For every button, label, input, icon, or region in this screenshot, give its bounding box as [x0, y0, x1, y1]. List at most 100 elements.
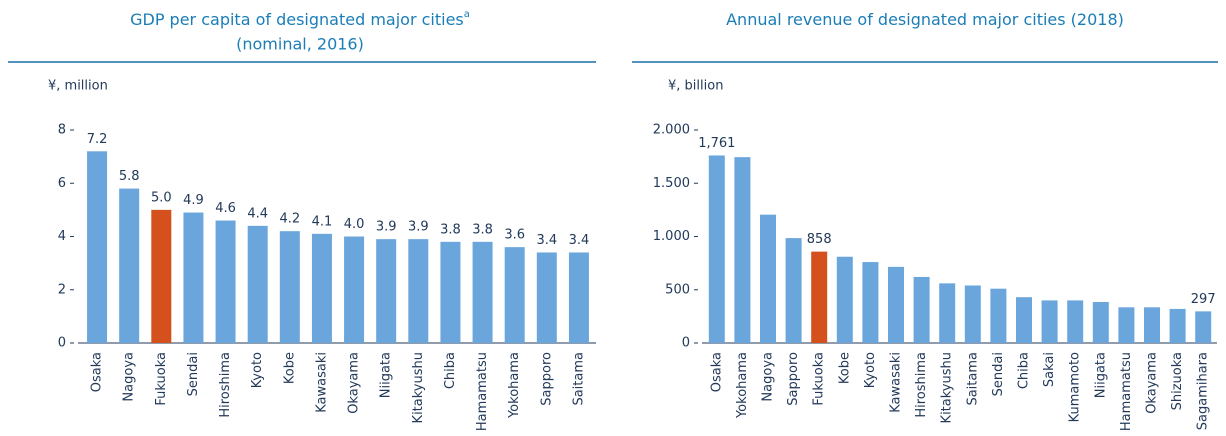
data-label: 3.9	[376, 220, 397, 235]
data-label: 3.4	[536, 233, 557, 248]
data-label: 4.0	[344, 217, 365, 232]
bar	[344, 236, 365, 343]
bar	[734, 157, 751, 343]
x-tick-label: Sapporo	[786, 352, 801, 406]
bar	[1041, 300, 1058, 343]
bar	[836, 256, 853, 343]
bar	[119, 188, 140, 343]
data-label: 5.0	[151, 190, 172, 205]
x-tick-label: Shizuoka	[1170, 352, 1185, 410]
x-tick-label: Okayama	[347, 352, 362, 414]
x-tick-label: Kitakyushu	[940, 352, 955, 423]
data-label: 1,761	[698, 136, 735, 151]
title-superscript: a	[464, 9, 470, 20]
bar	[215, 220, 236, 343]
x-tick-label: Fukuoka	[154, 352, 169, 406]
data-label: 4.1	[312, 214, 333, 229]
bar	[888, 266, 904, 343]
data-label: 858	[807, 232, 832, 247]
x-tick-label: Osaka	[90, 352, 105, 392]
bar	[964, 285, 981, 343]
data-label: 5.8	[119, 169, 140, 184]
y-tick-label: 1.000	[653, 229, 690, 244]
chart-subtitle: (nominal, 2016)	[236, 35, 364, 54]
bar	[504, 247, 525, 343]
chart-title-text: Annual revenue of designated major citie…	[726, 10, 1124, 29]
x-tick-label: Sagamihara	[1196, 352, 1211, 430]
y-tick-label: 0	[58, 336, 66, 351]
x-tick-label: Kawasaki	[314, 352, 329, 413]
x-tick-label: Chiba	[1017, 352, 1032, 389]
x-tick-label: Chiba	[443, 352, 458, 389]
x-tick-label: Sakai	[1042, 352, 1057, 387]
y-tick-label: 4	[58, 229, 66, 244]
bar	[1118, 307, 1135, 343]
x-tick-label: Kyoto	[863, 352, 878, 388]
x-tick-label: Saitama	[571, 352, 586, 406]
bar	[247, 225, 268, 343]
data-label: 4.4	[247, 206, 268, 221]
x-tick-label: Kawasaki	[889, 352, 904, 413]
y-tick-label: 8	[58, 123, 66, 138]
y-tick-label: 2.000	[653, 123, 690, 138]
bar	[1067, 300, 1084, 343]
bar	[708, 155, 725, 343]
data-label: 3.6	[504, 228, 525, 243]
data-label: 4.2	[279, 212, 300, 227]
x-tick-label: Niigata	[379, 352, 394, 398]
x-tick-label: Kobe	[282, 352, 297, 384]
data-label: 3.4	[569, 233, 590, 248]
bar	[1144, 307, 1160, 343]
x-tick-label: Hamamatsu	[1119, 352, 1134, 431]
data-label: 3.9	[408, 220, 429, 235]
x-tick-label: Kyoto	[250, 352, 265, 388]
bar	[1195, 311, 1212, 343]
bar	[440, 241, 461, 343]
x-tick-label: Fukuoka	[812, 352, 827, 406]
x-tick-label: Kobe	[837, 352, 852, 384]
x-tick-label: Kumamoto	[1068, 352, 1083, 422]
bar	[183, 212, 204, 343]
x-tick-label: Osaka	[709, 352, 724, 392]
y-axis-label: ¥, million	[48, 79, 108, 94]
x-tick-label: Saitama	[965, 352, 980, 406]
bar	[408, 239, 429, 343]
bar	[1016, 297, 1032, 343]
bar	[472, 241, 493, 343]
y-tick-label: 500	[665, 282, 690, 297]
bar	[990, 288, 1007, 343]
x-tick-label: Sapporo	[539, 352, 554, 406]
bar	[311, 233, 332, 343]
x-tick-label: Okayama	[1145, 352, 1160, 414]
data-label: 7.2	[87, 132, 108, 147]
bar	[376, 239, 397, 343]
bar	[760, 214, 776, 343]
chart-title: Annual revenue of designated major citie…	[726, 10, 1124, 29]
bar	[87, 151, 108, 343]
x-tick-label: Niigata	[1093, 352, 1108, 398]
bar	[279, 231, 300, 343]
x-tick-label: Nagoya	[761, 352, 776, 402]
x-tick-label: Yokohama	[735, 352, 750, 419]
y-axis-label: ¥, billion	[668, 79, 723, 94]
y-tick-label: 0	[682, 336, 690, 351]
bar	[536, 252, 557, 343]
y-tick-label: 1.500	[653, 176, 690, 191]
bar	[568, 252, 589, 343]
x-tick-label: Kitakyushu	[411, 352, 426, 423]
x-tick-label: Hamamatsu	[475, 352, 490, 431]
x-tick-label: Sendai	[991, 352, 1006, 396]
y-tick-label: 2	[58, 282, 66, 297]
data-label: 4.9	[183, 193, 204, 208]
bar	[862, 262, 879, 343]
x-tick-label: Yokohama	[507, 352, 522, 419]
data-label: 4.6	[215, 201, 236, 216]
data-label: 297	[1191, 292, 1216, 307]
x-tick-label: Hiroshima	[914, 352, 929, 418]
y-tick-label: 6	[58, 176, 66, 191]
bar	[913, 276, 930, 343]
chart-title: GDP per capita of designated major citie…	[130, 9, 470, 29]
bar	[1169, 308, 1186, 343]
bar	[811, 251, 828, 343]
